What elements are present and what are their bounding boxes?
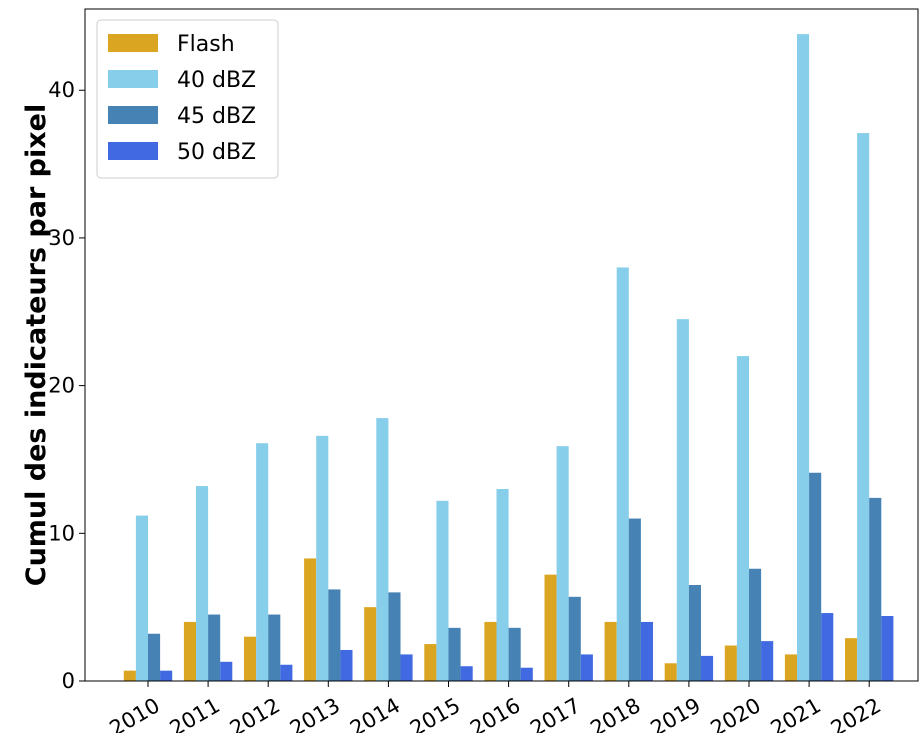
x-tick-label: 2012 bbox=[226, 693, 284, 733]
bar-flash-2016 bbox=[484, 621, 497, 681]
bar-45-dbz-2019 bbox=[688, 585, 701, 681]
bar-45-dbz-2016 bbox=[508, 627, 521, 681]
bar-50-dbz-2014 bbox=[400, 654, 413, 681]
y-tick-label: 10 bbox=[48, 521, 75, 545]
bar-50-dbz-2013 bbox=[340, 649, 353, 681]
bar-45-dbz-2010 bbox=[148, 633, 161, 681]
legend-swatch bbox=[108, 70, 158, 88]
bar-flash-2011 bbox=[183, 621, 196, 681]
y-tick-label: 30 bbox=[48, 226, 75, 250]
bar-50-dbz-2022 bbox=[881, 616, 894, 681]
bar-45-dbz-2013 bbox=[328, 589, 341, 681]
bar-45-dbz-2014 bbox=[388, 592, 401, 681]
bar-flash-2010 bbox=[123, 670, 136, 681]
x-tick-label: 2017 bbox=[526, 693, 584, 733]
bar-flash-2017 bbox=[544, 574, 557, 681]
bar-flash-2019 bbox=[664, 663, 677, 681]
bar-flash-2015 bbox=[424, 644, 437, 681]
bar-40-dbz-2010 bbox=[135, 515, 148, 681]
bar-50-dbz-2015 bbox=[460, 666, 473, 681]
bar-flash-2014 bbox=[364, 607, 377, 681]
legend-swatch bbox=[108, 106, 158, 124]
bar-40-dbz-2017 bbox=[556, 446, 569, 681]
x-tick-label: 2021 bbox=[767, 693, 825, 733]
x-tick-label: 2015 bbox=[406, 693, 464, 733]
legend-swatch bbox=[108, 142, 158, 160]
legend-label: 40 dBZ bbox=[177, 68, 256, 93]
bar-40-dbz-2012 bbox=[256, 443, 269, 681]
legend-swatch bbox=[108, 34, 158, 52]
bar-50-dbz-2020 bbox=[761, 641, 774, 681]
bar-40-dbz-2021 bbox=[797, 34, 810, 682]
x-tick-label: 2014 bbox=[346, 693, 404, 733]
legend-box bbox=[96, 19, 279, 179]
bar-45-dbz-2022 bbox=[869, 497, 882, 681]
y-tick-label: 40 bbox=[48, 78, 75, 102]
bar-flash-2012 bbox=[244, 636, 257, 681]
bar-40-dbz-2015 bbox=[436, 500, 449, 681]
bar-45-dbz-2017 bbox=[568, 596, 581, 681]
x-tick-label: 2013 bbox=[286, 693, 344, 733]
bars-group bbox=[123, 34, 894, 682]
y-tick-label: 20 bbox=[48, 374, 75, 398]
bar-40-dbz-2019 bbox=[676, 319, 689, 681]
bar-45-dbz-2020 bbox=[749, 568, 762, 681]
bar-50-dbz-2018 bbox=[640, 621, 653, 681]
bar-flash-2013 bbox=[304, 558, 317, 681]
bar-40-dbz-2020 bbox=[736, 356, 749, 681]
bar-45-dbz-2015 bbox=[448, 627, 461, 681]
legend: Flash 40 dBZ 45 dBZ 50 dBZ bbox=[96, 19, 279, 179]
legend-label: 45 dBZ bbox=[177, 104, 256, 129]
bar-50-dbz-2011 bbox=[220, 661, 233, 681]
x-tick-label: 2016 bbox=[466, 693, 524, 733]
bar-40-dbz-2022 bbox=[857, 133, 870, 681]
legend-label: 50 dBZ bbox=[177, 140, 256, 165]
bar-50-dbz-2021 bbox=[821, 613, 834, 681]
bar-40-dbz-2016 bbox=[496, 489, 509, 681]
x-tick-label: 2011 bbox=[166, 693, 224, 733]
bar-flash-2022 bbox=[845, 638, 858, 681]
bar-40-dbz-2018 bbox=[616, 267, 629, 681]
bar-45-dbz-2012 bbox=[268, 614, 281, 681]
plot-frame bbox=[84, 8, 919, 682]
bar-40-dbz-2014 bbox=[376, 418, 389, 681]
x-tick-label: 2018 bbox=[586, 693, 644, 733]
y-tick-label: 0 bbox=[62, 669, 75, 693]
bar-45-dbz-2021 bbox=[809, 472, 822, 681]
bar-50-dbz-2012 bbox=[280, 664, 293, 681]
bar-50-dbz-2010 bbox=[160, 670, 173, 681]
bar-50-dbz-2016 bbox=[520, 667, 533, 681]
x-tick-label: 2010 bbox=[106, 693, 164, 733]
y-axis-label: Cumul des indicateurs par pixel bbox=[21, 104, 52, 587]
legend-label: Flash bbox=[177, 32, 235, 57]
bar-50-dbz-2019 bbox=[701, 655, 714, 681]
bar-45-dbz-2011 bbox=[208, 614, 221, 681]
bar-flash-2021 bbox=[784, 654, 797, 681]
x-tick-label: 2022 bbox=[827, 693, 885, 733]
bar-50-dbz-2017 bbox=[580, 654, 593, 681]
x-tick-label: 2019 bbox=[646, 693, 704, 733]
bar-flash-2018 bbox=[604, 621, 617, 681]
x-tick-label: 2020 bbox=[707, 693, 765, 733]
bar-40-dbz-2011 bbox=[196, 486, 209, 681]
bar-flash-2020 bbox=[724, 645, 737, 681]
bar-40-dbz-2013 bbox=[316, 435, 329, 681]
bar-45-dbz-2018 bbox=[628, 518, 641, 681]
